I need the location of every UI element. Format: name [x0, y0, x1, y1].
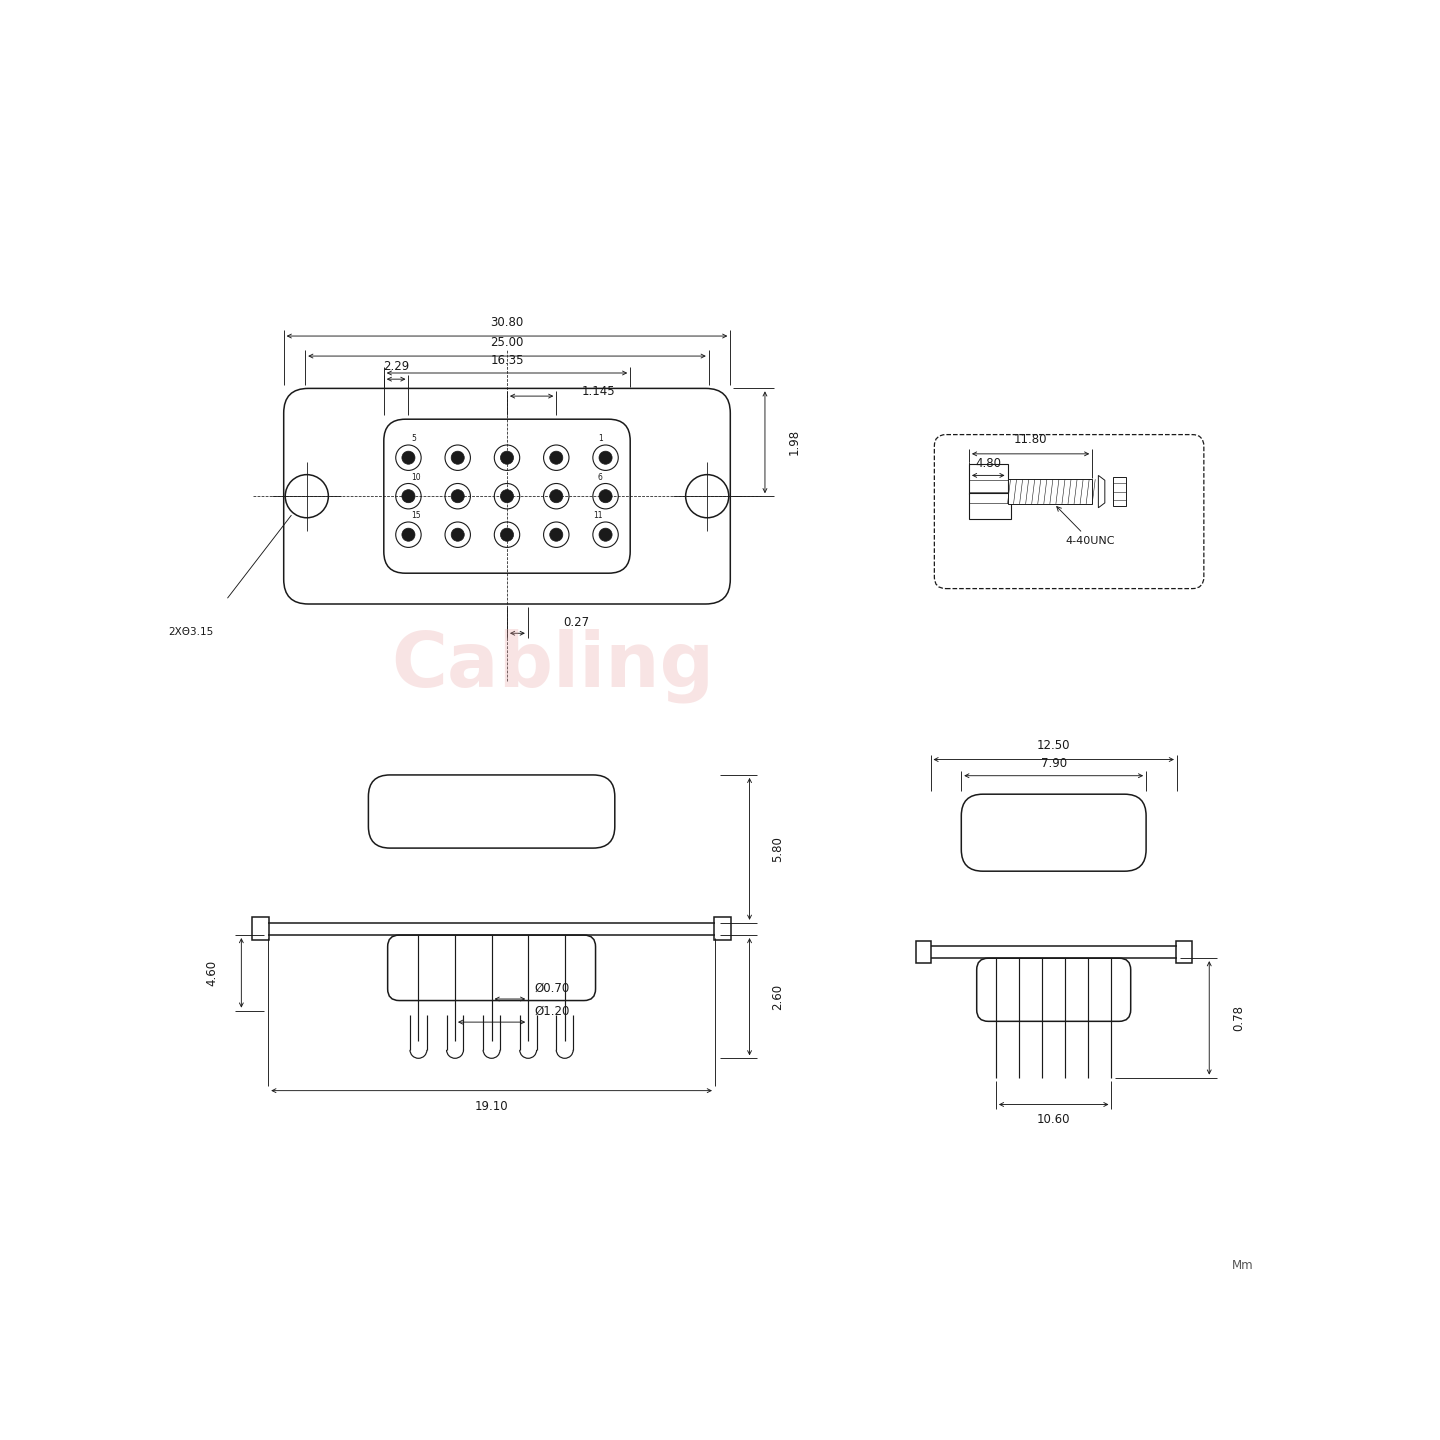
Bar	[969, 464, 1008, 494]
Text: 15: 15	[412, 511, 420, 520]
Bar	[714, 917, 732, 940]
Circle shape	[451, 528, 464, 541]
Text: 2.60: 2.60	[770, 984, 783, 1009]
Text: 11.80: 11.80	[1014, 433, 1047, 446]
Text: 12.50: 12.50	[1037, 739, 1070, 752]
Text: 5: 5	[412, 435, 416, 444]
Circle shape	[451, 490, 464, 503]
Text: 7.90: 7.90	[1041, 757, 1067, 770]
Text: 19.10: 19.10	[475, 1100, 508, 1113]
FancyBboxPatch shape	[962, 795, 1146, 871]
Circle shape	[451, 451, 464, 464]
Circle shape	[599, 490, 612, 503]
FancyBboxPatch shape	[387, 935, 596, 1001]
FancyBboxPatch shape	[369, 775, 615, 848]
Text: 1: 1	[598, 435, 602, 444]
Circle shape	[402, 451, 415, 464]
Bar	[969, 492, 1011, 520]
Text: 1.145: 1.145	[582, 384, 615, 397]
Text: 4.60: 4.60	[206, 960, 219, 986]
Text: 2.29: 2.29	[383, 360, 409, 373]
FancyBboxPatch shape	[935, 435, 1204, 589]
Text: 1.98: 1.98	[788, 429, 801, 455]
Text: 30.80: 30.80	[491, 315, 524, 328]
Bar	[1008, 480, 1092, 504]
Text: 10.60: 10.60	[1037, 1113, 1070, 1126]
Circle shape	[501, 490, 514, 503]
Text: 0.78: 0.78	[1233, 1005, 1246, 1031]
Text: 2XΘ3.15: 2XΘ3.15	[168, 626, 215, 636]
Circle shape	[599, 451, 612, 464]
Circle shape	[550, 528, 563, 541]
Bar	[252, 917, 269, 940]
FancyBboxPatch shape	[284, 389, 730, 603]
Circle shape	[550, 490, 563, 503]
Circle shape	[550, 451, 563, 464]
Polygon shape	[1099, 475, 1104, 508]
Text: Mm: Mm	[1233, 1260, 1254, 1273]
Text: 0.27: 0.27	[563, 616, 589, 629]
FancyBboxPatch shape	[976, 958, 1130, 1021]
FancyBboxPatch shape	[384, 419, 631, 573]
Text: 10: 10	[412, 472, 420, 482]
Text: 4-40UNC: 4-40UNC	[1057, 507, 1115, 546]
Bar	[1113, 477, 1126, 507]
Text: Cabling: Cabling	[392, 628, 714, 703]
Text: 25.00: 25.00	[490, 336, 524, 348]
Circle shape	[599, 528, 612, 541]
Text: 5.80: 5.80	[770, 837, 783, 861]
Bar	[1176, 942, 1191, 963]
Text: 16.35: 16.35	[490, 354, 524, 367]
Bar	[916, 942, 932, 963]
Text: 6: 6	[598, 472, 602, 482]
Circle shape	[402, 528, 415, 541]
Circle shape	[501, 451, 514, 464]
Text: 4.80: 4.80	[975, 456, 1001, 469]
Circle shape	[402, 490, 415, 503]
Text: Ø0.70: Ø0.70	[534, 982, 570, 995]
Circle shape	[501, 528, 514, 541]
Text: Ø1.20: Ø1.20	[534, 1005, 570, 1018]
Text: 11: 11	[593, 511, 602, 520]
